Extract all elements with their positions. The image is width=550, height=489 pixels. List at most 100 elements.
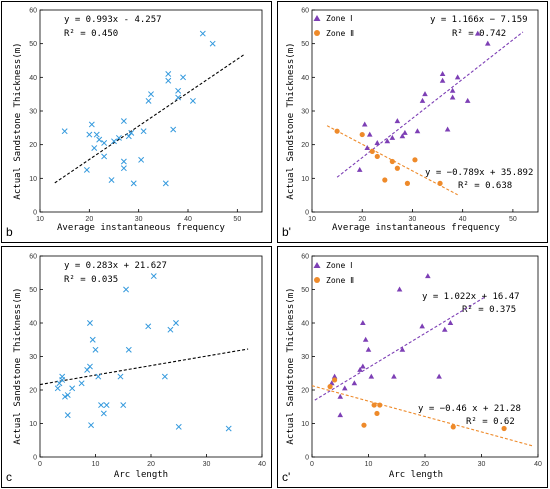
data-point-zone2 [501, 425, 507, 432]
data-point-zone2 [371, 402, 377, 408]
panel-c-prime-xlabel: Arc length [389, 470, 443, 480]
panel-c-prime-border [277, 246, 548, 488]
x-tick-label: 40 [258, 461, 266, 468]
panel-c-ylabel: Actual Sandstone Thickness(m) [13, 287, 23, 444]
y-tick-label: 60 [301, 254, 309, 261]
data-point-cross [92, 346, 99, 353]
data-point-zone1 [351, 380, 358, 386]
panel-c-prime-legend: Zone Ⅰ Zone Ⅱ [313, 261, 354, 285]
trend-line [314, 296, 485, 401]
data-point-zone1 [331, 373, 338, 379]
panel-c-prime-eq-zone1: y = 1.022x + 16.47 [422, 292, 520, 302]
data-point-cross [101, 153, 108, 160]
data-point-cross [69, 385, 76, 392]
panel-c-r2: R² = 0.035 [64, 275, 118, 285]
panel-b-r2: R² = 0.450 [64, 29, 118, 39]
x-tick-label: 30 [478, 461, 486, 468]
data-point-zone1 [366, 131, 373, 137]
x-tick-label: 10 [92, 461, 100, 468]
data-point-cross [175, 87, 182, 94]
y-tick-label: 40 [29, 321, 37, 328]
y-tick-label: 0 [33, 210, 37, 217]
panel-b-prime-eq-zone1: y = 1.166x − 7.159 [430, 15, 528, 25]
panel-b-equation: y = 0.993x - 4.257 [64, 15, 162, 25]
data-point-zone2 [450, 424, 456, 430]
data-point-cross [100, 410, 107, 417]
panel-c-prime-letter: c' [282, 470, 290, 484]
data-point-zone2 [369, 148, 375, 154]
data-point-cross [150, 273, 157, 280]
data-point-cross [117, 373, 124, 380]
x-tick-label: 20 [85, 216, 93, 223]
data-point-zone2 [334, 128, 340, 134]
data-point-cross [175, 423, 182, 430]
y-tick-label: 60 [29, 8, 37, 15]
data-point-zone1 [464, 97, 471, 103]
panel-c-prime-ylabel: Actual Sandstone Thickness(m) [286, 287, 296, 444]
panel-c-xlabel: Arc length [114, 470, 168, 480]
data-point-zone2 [361, 422, 367, 428]
plot-area-frame [39, 9, 263, 213]
data-point-zone1 [419, 97, 426, 103]
data-point-zone1 [399, 346, 406, 352]
x-tick-label: 50 [233, 216, 241, 223]
data-point-cross [93, 131, 100, 138]
y-tick-label: 0 [305, 455, 309, 462]
y-tick-label: 30 [29, 354, 37, 361]
y-tick-label: 60 [301, 8, 309, 15]
data-point-zone1 [422, 91, 428, 97]
y-tick-label: 20 [29, 142, 37, 149]
data-point-cross [125, 133, 132, 140]
panel-c-prime-r2-zone1: R² = 0.375 [462, 305, 516, 315]
data-point-cross [86, 131, 93, 138]
panel-b-prime: Average instantaneous frequency Actual S… [277, 1, 548, 243]
data-point-cross [108, 177, 115, 183]
trend-line [54, 53, 246, 184]
x-tick-label: 0 [310, 461, 314, 468]
panel-b-prime-letter: b' [282, 225, 291, 239]
y-tick-label: 0 [33, 455, 37, 462]
data-point-cross [111, 138, 117, 145]
data-point-zone1 [337, 412, 344, 418]
x-tick-label: 20 [358, 216, 366, 223]
x-tick-label: 50 [509, 216, 517, 223]
data-point-zone1 [384, 138, 391, 144]
data-point-zone1 [419, 323, 425, 329]
data-point-cross [180, 74, 187, 81]
data-point-zone1 [449, 94, 456, 100]
data-point-zone1 [337, 393, 344, 399]
data-point-zone2 [394, 165, 400, 171]
data-point-zone1 [361, 121, 368, 127]
y-tick-label: 10 [301, 421, 309, 428]
panel-b-letter: b [6, 225, 13, 239]
x-tick-label: 20 [147, 461, 155, 468]
data-point-zone1 [484, 40, 491, 46]
data-point-cross [173, 320, 179, 326]
data-point-cross [95, 373, 102, 380]
y-tick-label: 50 [29, 287, 37, 294]
data-point-zone2 [404, 180, 411, 186]
data-point-cross [120, 402, 127, 409]
x-tick-label: 30 [409, 216, 417, 223]
data-point-zone1 [396, 286, 403, 292]
data-point-cross [175, 94, 182, 101]
data-point-zone1 [474, 30, 481, 36]
data-point-cross [59, 373, 66, 380]
panel-b-prime-eq-zone2: y = −0.789x + 35.892 [425, 168, 533, 178]
data-point-zone1 [362, 336, 369, 342]
data-point-zone1 [389, 134, 396, 140]
panel-c-prime-plot: 0 10 20 30 40 0 10 20 30 40 50 60 [301, 254, 542, 469]
data-point-cross [61, 128, 68, 135]
data-point-zone1 [399, 133, 406, 139]
panel-b-prime-legend: Zone Ⅰ Zone Ⅱ [313, 14, 354, 38]
data-point-cross [96, 136, 103, 143]
y-tick-label: 60 [29, 254, 37, 261]
x-tick-label: 40 [534, 461, 542, 468]
x-tick-label: 30 [203, 461, 211, 468]
data-point-cross [78, 380, 85, 387]
data-point-cross [115, 134, 122, 141]
x-tick-label: 20 [421, 461, 429, 468]
data-point-cross [103, 402, 110, 409]
